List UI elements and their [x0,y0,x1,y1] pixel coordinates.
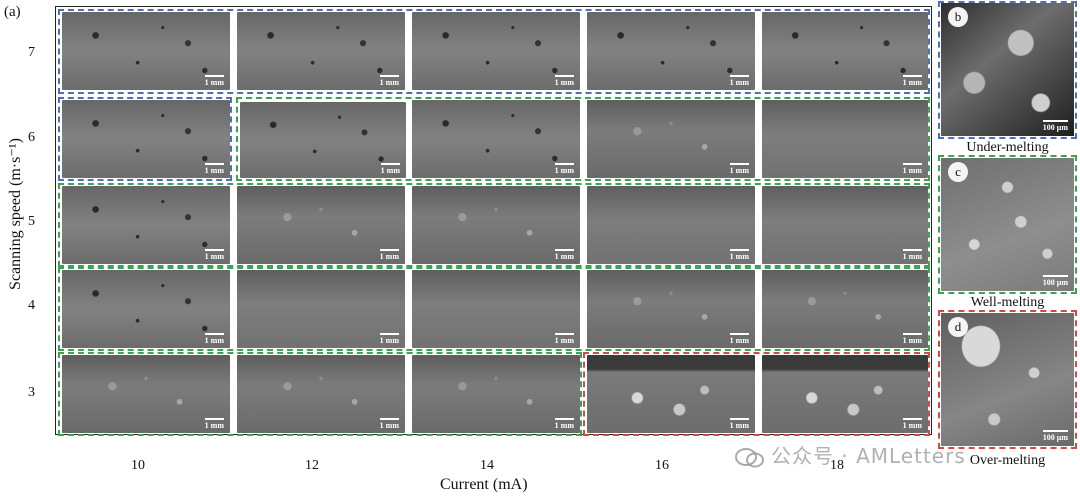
sem-tile-v7-i16: 1 mm [587,12,755,90]
panel-d-border [938,310,1077,449]
well-melting-region-row6 [236,97,930,181]
scale-bar: 1 mm [554,249,575,261]
scale-bar: 1 mm [379,418,400,430]
panel-c-letter: c [948,162,968,182]
scale-bar: 1 mm [729,249,750,261]
scale-bar: 1 mm [379,249,400,261]
panel-d-scale-bar: 100 μm [1042,430,1069,442]
sem-tile-v5-i10: 1 mm [62,186,230,264]
panel-d-caption: Over-melting [969,453,1046,468]
x-tick-10: 10 [131,458,145,473]
scale-bar: 1 mm [902,333,923,345]
sem-tile-v5-i18: 1 mm [762,186,928,264]
sem-tile-v5-i12: 1 mm [237,186,405,264]
y-tick-7: 7 [28,45,35,60]
scale-bar: 1 mm [204,75,225,87]
sem-tile-v7-i12: 1 mm [237,12,405,90]
well-melting-region-row4 [58,267,930,351]
scale-bar: 1 mm [902,75,923,87]
sem-tile-v4-i10: 1 mm [62,270,230,348]
sem-tile-v7-i18: 1 mm [762,12,928,90]
sem-tile-v3-i18: 1 mm [762,355,928,433]
sem-tile-v4-i12: 1 mm [237,270,405,348]
watermark: 公众号 · AMLetters [735,440,966,469]
sem-tile-v5-i16: 1 mm [587,186,755,264]
sem-tile-v3-i12: 1 mm [237,355,405,433]
scale-bar: 1 mm [379,75,400,87]
sem-tile-v6-i14: 1 mm [412,100,580,178]
under-melting-region-row6 [58,97,232,181]
y-tick-5: 5 [28,214,35,229]
scale-bar: 1 mm [204,249,225,261]
sem-tile-v4-i14: 1 mm [412,270,580,348]
scale-bar: 1 mm [902,163,923,175]
scale-bar: 1 mm [379,333,400,345]
y-tick-3: 3 [28,385,35,400]
panel-c-caption: Well-melting [970,295,1045,310]
panel-b-border [938,1,1077,139]
panel-d-letter: d [948,317,968,337]
scale-bar: 1 mm [729,75,750,87]
panel-b-caption: Under-melting [966,140,1049,155]
scale-bar: 1 mm [729,163,750,175]
well-melting-region-row5 [58,183,930,267]
panel-d-image: d 100 μm [941,313,1074,446]
y-tick-4: 4 [28,298,35,313]
scale-bar: 1 mm [554,333,575,345]
y-tick-6: 6 [28,130,35,145]
y-axis-label: Scanning speed (m·s⁻¹) [7,138,24,290]
panel-b-image: b 100 μm [941,3,1074,136]
wechat-icon [735,447,764,467]
well-melting-region-row3 [58,352,582,436]
sem-tile-v7-i10: 1 mm [62,12,230,90]
scale-bar: 1 mm [204,418,225,430]
under-melting-region-row7 [58,9,930,94]
scale-bar: 1 mm [204,333,225,345]
panel-a-label: (a) [4,4,21,20]
x-tick-18: 18 [830,458,844,473]
x-tick-12: 12 [305,458,319,473]
over-melting-region-row3 [583,352,930,436]
sem-tile-v6-i12: 1 mm [240,102,406,178]
sem-tile-v3-i14: 1 mm [412,355,580,433]
sem-tile-v3-i10: 1 mm [62,355,230,433]
x-tick-16: 16 [655,458,669,473]
sem-tile-v4-i18: 1 mm [762,270,928,348]
watermark-text: 公众号 · AMLetters [771,444,966,468]
panel-c-image: c 100 μm [941,158,1074,291]
scale-bar: 1 mm [902,249,923,261]
sem-tile-v3-i16: 1 mm [587,355,755,433]
x-tick-14: 14 [480,458,494,473]
scale-bar: 1 mm [204,163,225,175]
x-axis-label: Current (mA) [440,476,528,493]
panel-c-scale-bar: 100 μm [1042,275,1069,287]
sem-tile-v6-i18: 1 mm [762,100,928,178]
scale-bar: 1 mm [729,333,750,345]
panel-b-letter: b [948,7,968,27]
sem-tile-v7-i14: 1 mm [412,12,580,90]
sem-tile-v6-i10: 1 mm [62,100,230,178]
scale-bar: 1 mm [554,418,575,430]
sem-tile-v4-i16: 1 mm [587,270,755,348]
sem-tile-v5-i14: 1 mm [412,186,580,264]
sem-tile-v6-i16: 1 mm [587,100,755,178]
scale-bar: 1 mm [729,418,750,430]
scale-bar: 1 mm [380,163,401,175]
panel-b-scale-bar: 100 μm [1042,120,1069,132]
scale-bar: 1 mm [554,163,575,175]
panel-c-border [938,155,1077,294]
scale-bar: 1 mm [554,75,575,87]
scale-bar: 1 mm [902,418,923,430]
